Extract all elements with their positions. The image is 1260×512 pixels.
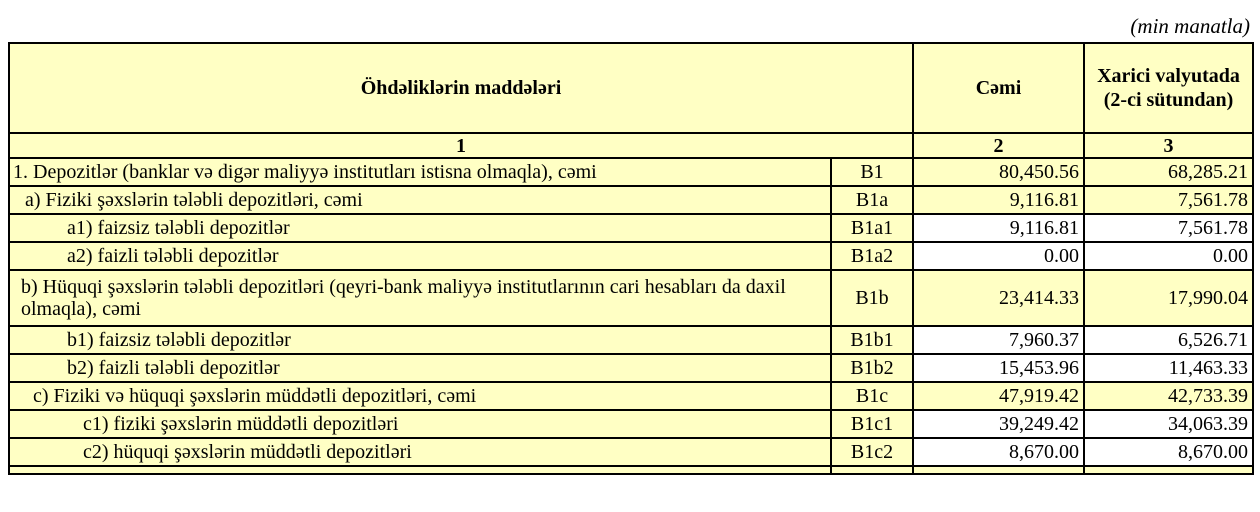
header-foreign: Xarici valyutada (2-ci sütundan) — [1083, 42, 1254, 134]
table-row: c1) fiziki şəxslərin müddətli depozitlər… — [8, 409, 1254, 439]
row-foreign: 0.00 — [1083, 241, 1254, 271]
row-code: B1b2 — [830, 353, 914, 383]
row-total: 8,670.00 — [912, 437, 1085, 467]
partial-cell — [1083, 465, 1254, 475]
table-row: c2) hüquqi şəxslərin müddətli depozitlər… — [8, 437, 1254, 467]
col-number-1: 1 — [8, 132, 914, 159]
row-code: B1b — [830, 269, 914, 327]
row-foreign: 6,526.71 — [1083, 325, 1254, 355]
table-row: a1) faizsiz tələbli depozitlər B1a1 9,116.… — [8, 213, 1254, 243]
row-foreign: 17,990.04 — [1083, 269, 1254, 327]
header-total: Cəmi — [912, 42, 1085, 134]
row-code: B1a2 — [830, 241, 914, 271]
row-code: B1c1 — [830, 409, 914, 439]
col-number-2: 2 — [912, 132, 1085, 159]
liabilities-table: Öhdəliklərin maddələri Cəmi Xarici valyu… — [8, 42, 1254, 475]
table-row: a) Fiziki şəxslərin tələbli depozitləri,… — [8, 185, 1254, 215]
row-foreign: 42,733.39 — [1083, 381, 1254, 411]
table-row: b1) faizsiz tələbli depozitlər B1b1 7,960.… — [8, 325, 1254, 355]
row-label: c) Fiziki və hüquqi şəxslərin müddətli d… — [8, 381, 832, 411]
row-total: 0.00 — [912, 241, 1085, 271]
row-label: a1) faizsiz tələbli depozitlər — [8, 213, 832, 243]
table-row: a2) faizli tələbli depozitlər B1a2 0.00 0.0… — [8, 241, 1254, 271]
row-label: a2) faizli tələbli depozitlər — [8, 241, 832, 271]
table-row: c) Fiziki və hüquqi şəxslərin müddətli d… — [8, 381, 1254, 411]
row-label: a) Fiziki şəxslərin tələbli depozitləri,… — [8, 185, 832, 215]
table-row: b) Hüquqi şəxslərin tələbli depozitləri … — [8, 269, 1254, 327]
partial-cell — [830, 465, 914, 475]
partial-cell — [912, 465, 1085, 475]
row-total: 23,414.33 — [912, 269, 1085, 327]
row-foreign: 11,463.33 — [1083, 353, 1254, 383]
row-label: b2) faizli tələbli depozitlər — [8, 353, 832, 383]
row-total: 9,116.81 — [912, 185, 1085, 215]
row-label: c1) fiziki şəxslərin müddətli depozitlər… — [8, 409, 832, 439]
col-number-3: 3 — [1083, 132, 1254, 159]
row-code: B1 — [830, 157, 914, 187]
row-total: 15,453.96 — [912, 353, 1085, 383]
row-total: 7,960.37 — [912, 325, 1085, 355]
row-foreign: 8,670.00 — [1083, 437, 1254, 467]
row-foreign: 7,561.78 — [1083, 185, 1254, 215]
row-code: B1c — [830, 381, 914, 411]
unit-note: (min manatla) — [1130, 14, 1250, 38]
row-foreign: 68,285.21 — [1083, 157, 1254, 187]
partial-cell — [8, 465, 832, 475]
row-label: b) Hüquqi şəxslərin tələbli depozitləri … — [8, 269, 832, 327]
row-code: B1a1 — [830, 213, 914, 243]
table-row: 1. Depozitlər (banklar və digər maliyyə … — [8, 157, 1254, 187]
row-total: 39,249.42 — [912, 409, 1085, 439]
table-row: b2) faizli tələbli depozitlər B1b2 15,453.… — [8, 353, 1254, 383]
row-foreign: 34,063.39 — [1083, 409, 1254, 439]
row-total: 47,919.42 — [912, 381, 1085, 411]
row-total: 80,450.56 — [912, 157, 1085, 187]
row-foreign: 7,561.78 — [1083, 213, 1254, 243]
header-items: Öhdəliklərin maddələri — [8, 42, 914, 134]
row-code: B1b1 — [830, 325, 914, 355]
row-label: 1. Depozitlər (banklar və digər maliyyə … — [8, 157, 832, 187]
row-code: B1a — [830, 185, 914, 215]
row-label: b1) faizsiz tələbli depozitlər — [8, 325, 832, 355]
row-code: B1c2 — [830, 437, 914, 467]
row-label: c2) hüquqi şəxslərin müddətli depozitlər… — [8, 437, 832, 467]
row-total: 9,116.81 — [912, 213, 1085, 243]
